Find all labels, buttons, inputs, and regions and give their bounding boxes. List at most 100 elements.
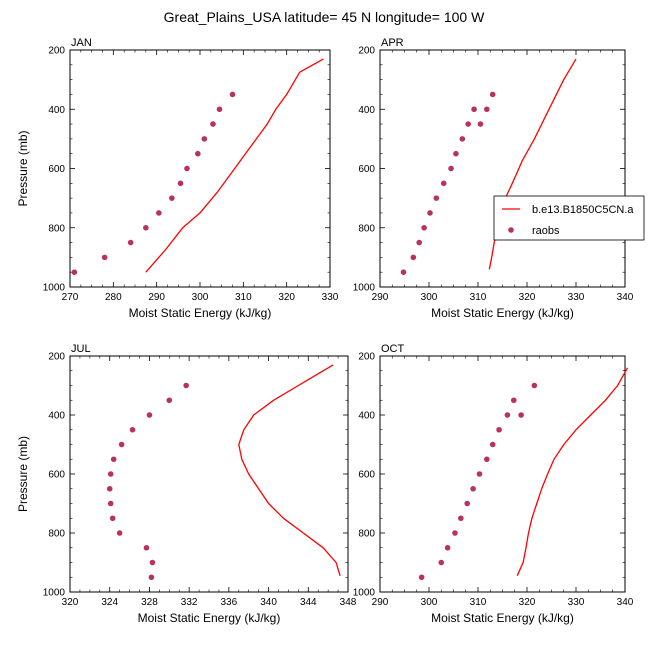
plot-frame	[69, 49, 331, 288]
y-tick-label: 1000	[43, 588, 66, 599]
x-tick-label: 320	[519, 597, 536, 608]
panel-oct: OCT 290 300 310 320 330 340 200 400 600 800 1000 Moi…	[353, 343, 634, 625]
x-tick-label: 340	[260, 597, 277, 608]
raobs-point	[166, 397, 173, 404]
x-tick-label: 336	[221, 597, 238, 608]
x-tick-label: 280	[105, 292, 122, 303]
raobs-point	[452, 530, 458, 536]
panel-jul: JUL 320 324 328 332 336 340 344 348 200 400 600 800 1…	[16, 343, 357, 625]
raobs-point	[410, 254, 417, 261]
panels: JAN 270 280 290 300 310 320 330 200 400 600 800 1000…	[16, 37, 634, 625]
x-tick-label: 324	[101, 597, 118, 608]
raobs-point	[107, 500, 114, 507]
raobs-point	[229, 91, 236, 98]
raobs-point	[110, 456, 117, 463]
raobs-point	[400, 269, 407, 275]
y-tick-label: 600	[358, 470, 375, 481]
x-tick-label: 320	[62, 597, 79, 608]
y-tick-label: 800	[358, 529, 375, 540]
x-tick-label: 330	[322, 292, 339, 303]
x-axis-label: Moist Static Energy (kJ/kg)	[431, 611, 574, 625]
x-tick-label: 310	[470, 597, 487, 608]
raobs-point	[459, 136, 466, 142]
panel-jan: JAN 270 280 290 300 310 320 330 200 400 600 800 1000…	[16, 37, 339, 320]
raobs-point	[484, 456, 490, 463]
raobs-point	[109, 515, 116, 522]
raobs-point	[440, 180, 447, 187]
raobs-point	[101, 254, 108, 261]
raobs-point	[438, 559, 445, 566]
raobs-point	[195, 150, 201, 157]
x-tick-label: 344	[300, 597, 317, 608]
raobs-point	[418, 574, 425, 581]
x-tick-label: 330	[568, 597, 585, 608]
raobs-point	[177, 180, 184, 187]
raobs-point	[116, 530, 123, 536]
raobs-point	[427, 210, 433, 216]
raobs-point	[465, 121, 472, 127]
x-tick-label: 310	[235, 292, 252, 303]
panel-apr: APR 290 300 310 320 330 340 200 400 600 800 1000 Moi…	[353, 37, 634, 320]
raobs-point	[489, 91, 496, 98]
series-line-model	[238, 364, 341, 576]
y-tick-label: 200	[358, 46, 375, 57]
raobs-point	[201, 136, 208, 142]
raobs-point	[518, 412, 524, 418]
raobs-point	[484, 106, 490, 113]
series-line-model	[145, 58, 324, 273]
y-tick-label: 1000	[353, 588, 376, 599]
y-tick-label: 800	[358, 223, 375, 234]
y-tick-label: 200	[48, 46, 65, 57]
raobs-point	[444, 544, 451, 551]
y-tick-label: 800	[48, 529, 65, 540]
raobs-point	[143, 544, 150, 551]
x-tick-label: 320	[278, 292, 295, 303]
raobs-point	[107, 471, 114, 477]
x-tick-label: 290	[372, 597, 389, 608]
y-tick-label: 400	[358, 411, 375, 422]
x-tick-label: 332	[181, 597, 198, 608]
y-tick-label: 200	[358, 352, 375, 363]
x-tick-label: 300	[192, 292, 209, 303]
raobs-point	[118, 441, 125, 448]
panel-title: OCT	[381, 343, 405, 355]
y-tick-label: 600	[48, 164, 65, 175]
raobs-point	[453, 150, 459, 157]
raobs-point	[143, 224, 149, 231]
raobs-point	[216, 106, 223, 113]
legend-marker-sample	[508, 227, 514, 233]
y-axis-label: Pressure (mb)	[16, 436, 30, 512]
plot-frame	[379, 355, 626, 593]
series-line-model	[488, 58, 577, 270]
x-axis-label: Moist Static Energy (kJ/kg)	[138, 611, 281, 625]
legend-raobs-label: raobs	[532, 225, 560, 237]
x-tick-label: 300	[421, 292, 438, 303]
x-tick-label: 310	[470, 292, 487, 303]
y-tick-label: 400	[48, 411, 65, 422]
x-tick-label: 270	[62, 292, 79, 303]
raobs-point	[470, 485, 476, 492]
raobs-point	[146, 412, 153, 418]
x-axis-label: Moist Static Energy (kJ/kg)	[431, 306, 574, 320]
x-tick-label: 290	[148, 292, 165, 303]
y-tick-label: 600	[48, 470, 65, 481]
x-tick-label: 348	[340, 597, 357, 608]
raobs-point	[448, 165, 454, 172]
raobs-point	[531, 382, 538, 389]
raobs-point	[510, 397, 517, 404]
raobs-point	[148, 574, 155, 581]
y-tick-label: 400	[358, 105, 375, 116]
y-tick-label: 1000	[353, 283, 376, 294]
raobs-point	[71, 269, 78, 275]
raobs-point	[127, 239, 134, 246]
x-tick-label: 290	[372, 292, 389, 303]
y-tick-label: 800	[48, 223, 65, 234]
series-line-model	[516, 367, 629, 577]
raobs-point	[169, 195, 175, 201]
plot-frame	[379, 49, 626, 288]
legend: b.e13.B1850C5CN.a raobs	[493, 195, 645, 241]
raobs-point	[416, 239, 423, 246]
raobs-point	[433, 195, 440, 201]
raobs-point	[421, 224, 427, 231]
